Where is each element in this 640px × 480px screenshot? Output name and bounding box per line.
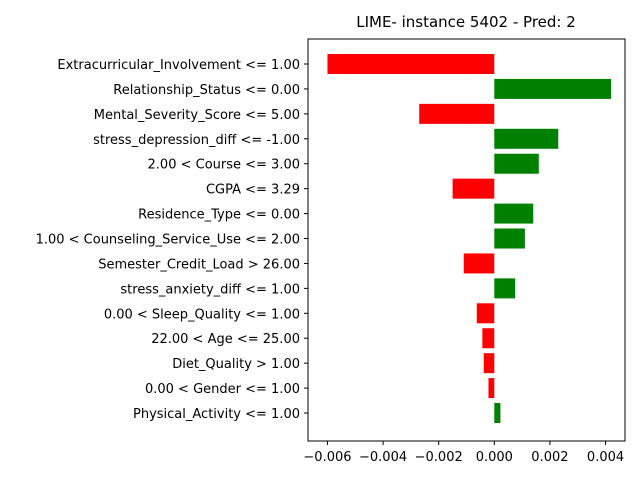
plot-frame: [307, 38, 626, 442]
bar-9: [494, 278, 516, 299]
category-label-6: Residence_Type <= 0.00: [138, 208, 300, 223]
category-label-9: stress_anxiety_diff <= 1.00: [120, 282, 300, 297]
category-label-10: 0.00 < Sleep_Quality <= 1.00: [104, 307, 300, 322]
bar-14: [494, 403, 501, 424]
category-label-5: CGPA <= 3.29: [206, 183, 300, 198]
category-label-12: Diet_Quality > 1.00: [172, 357, 300, 372]
category-labels: Extracurricular_Involvement <= 1.00 Relat…: [36, 58, 308, 422]
bar-3: [494, 128, 559, 149]
category-label-4: 2.00 < Course <= 3.00: [148, 158, 300, 173]
category-label-11: 22.00 < Age <= 25.00: [151, 332, 300, 347]
x-tick-label-0: −0.006: [303, 450, 351, 465]
bar-4: [494, 153, 539, 174]
category-label-8: Semester_Credit_Load > 26.00: [98, 257, 300, 272]
category-label-7: 1.00 < Counseling_Service_Use <= 2.00: [36, 233, 300, 248]
x-tick-label-4: 0.002: [531, 450, 568, 465]
bar-2: [419, 103, 495, 124]
category-label-3: stress_depression_diff <= -1.00: [93, 133, 300, 148]
x-tick-label-2: −0.002: [415, 450, 463, 465]
category-label-13: 0.00 < Gender <= 1.00: [145, 382, 300, 397]
chart-title: LIME- instance 5402 - Pred: 2: [356, 13, 576, 31]
x-tick-label-3: 0.000: [476, 450, 513, 465]
bar-10: [476, 303, 495, 324]
category-label-0: Extracurricular_Involvement <= 1.00: [57, 58, 300, 73]
bars-group: [327, 54, 612, 424]
x-tick-label-1: −0.004: [359, 450, 407, 465]
bar-6: [494, 203, 534, 224]
category-label-2: Mental_Severity_Score <= 5.00: [94, 108, 300, 123]
bar-1: [494, 78, 612, 99]
category-label-1: Relationship_Status <= 0.00: [113, 83, 300, 98]
bar-12: [483, 353, 495, 374]
x-tick-label-5: 0.004: [587, 450, 624, 465]
x-axis-ticks: −0.006 −0.004 −0.002 0.000 0.002 0.004: [303, 441, 624, 465]
category-label-14: Physical_Activity <= 1.00: [133, 407, 300, 422]
bar-0: [327, 54, 495, 74]
bar-5: [452, 178, 495, 199]
bar-8: [463, 253, 495, 274]
bar-11: [482, 328, 495, 349]
bar-7: [494, 228, 525, 249]
bar-13: [488, 378, 495, 399]
